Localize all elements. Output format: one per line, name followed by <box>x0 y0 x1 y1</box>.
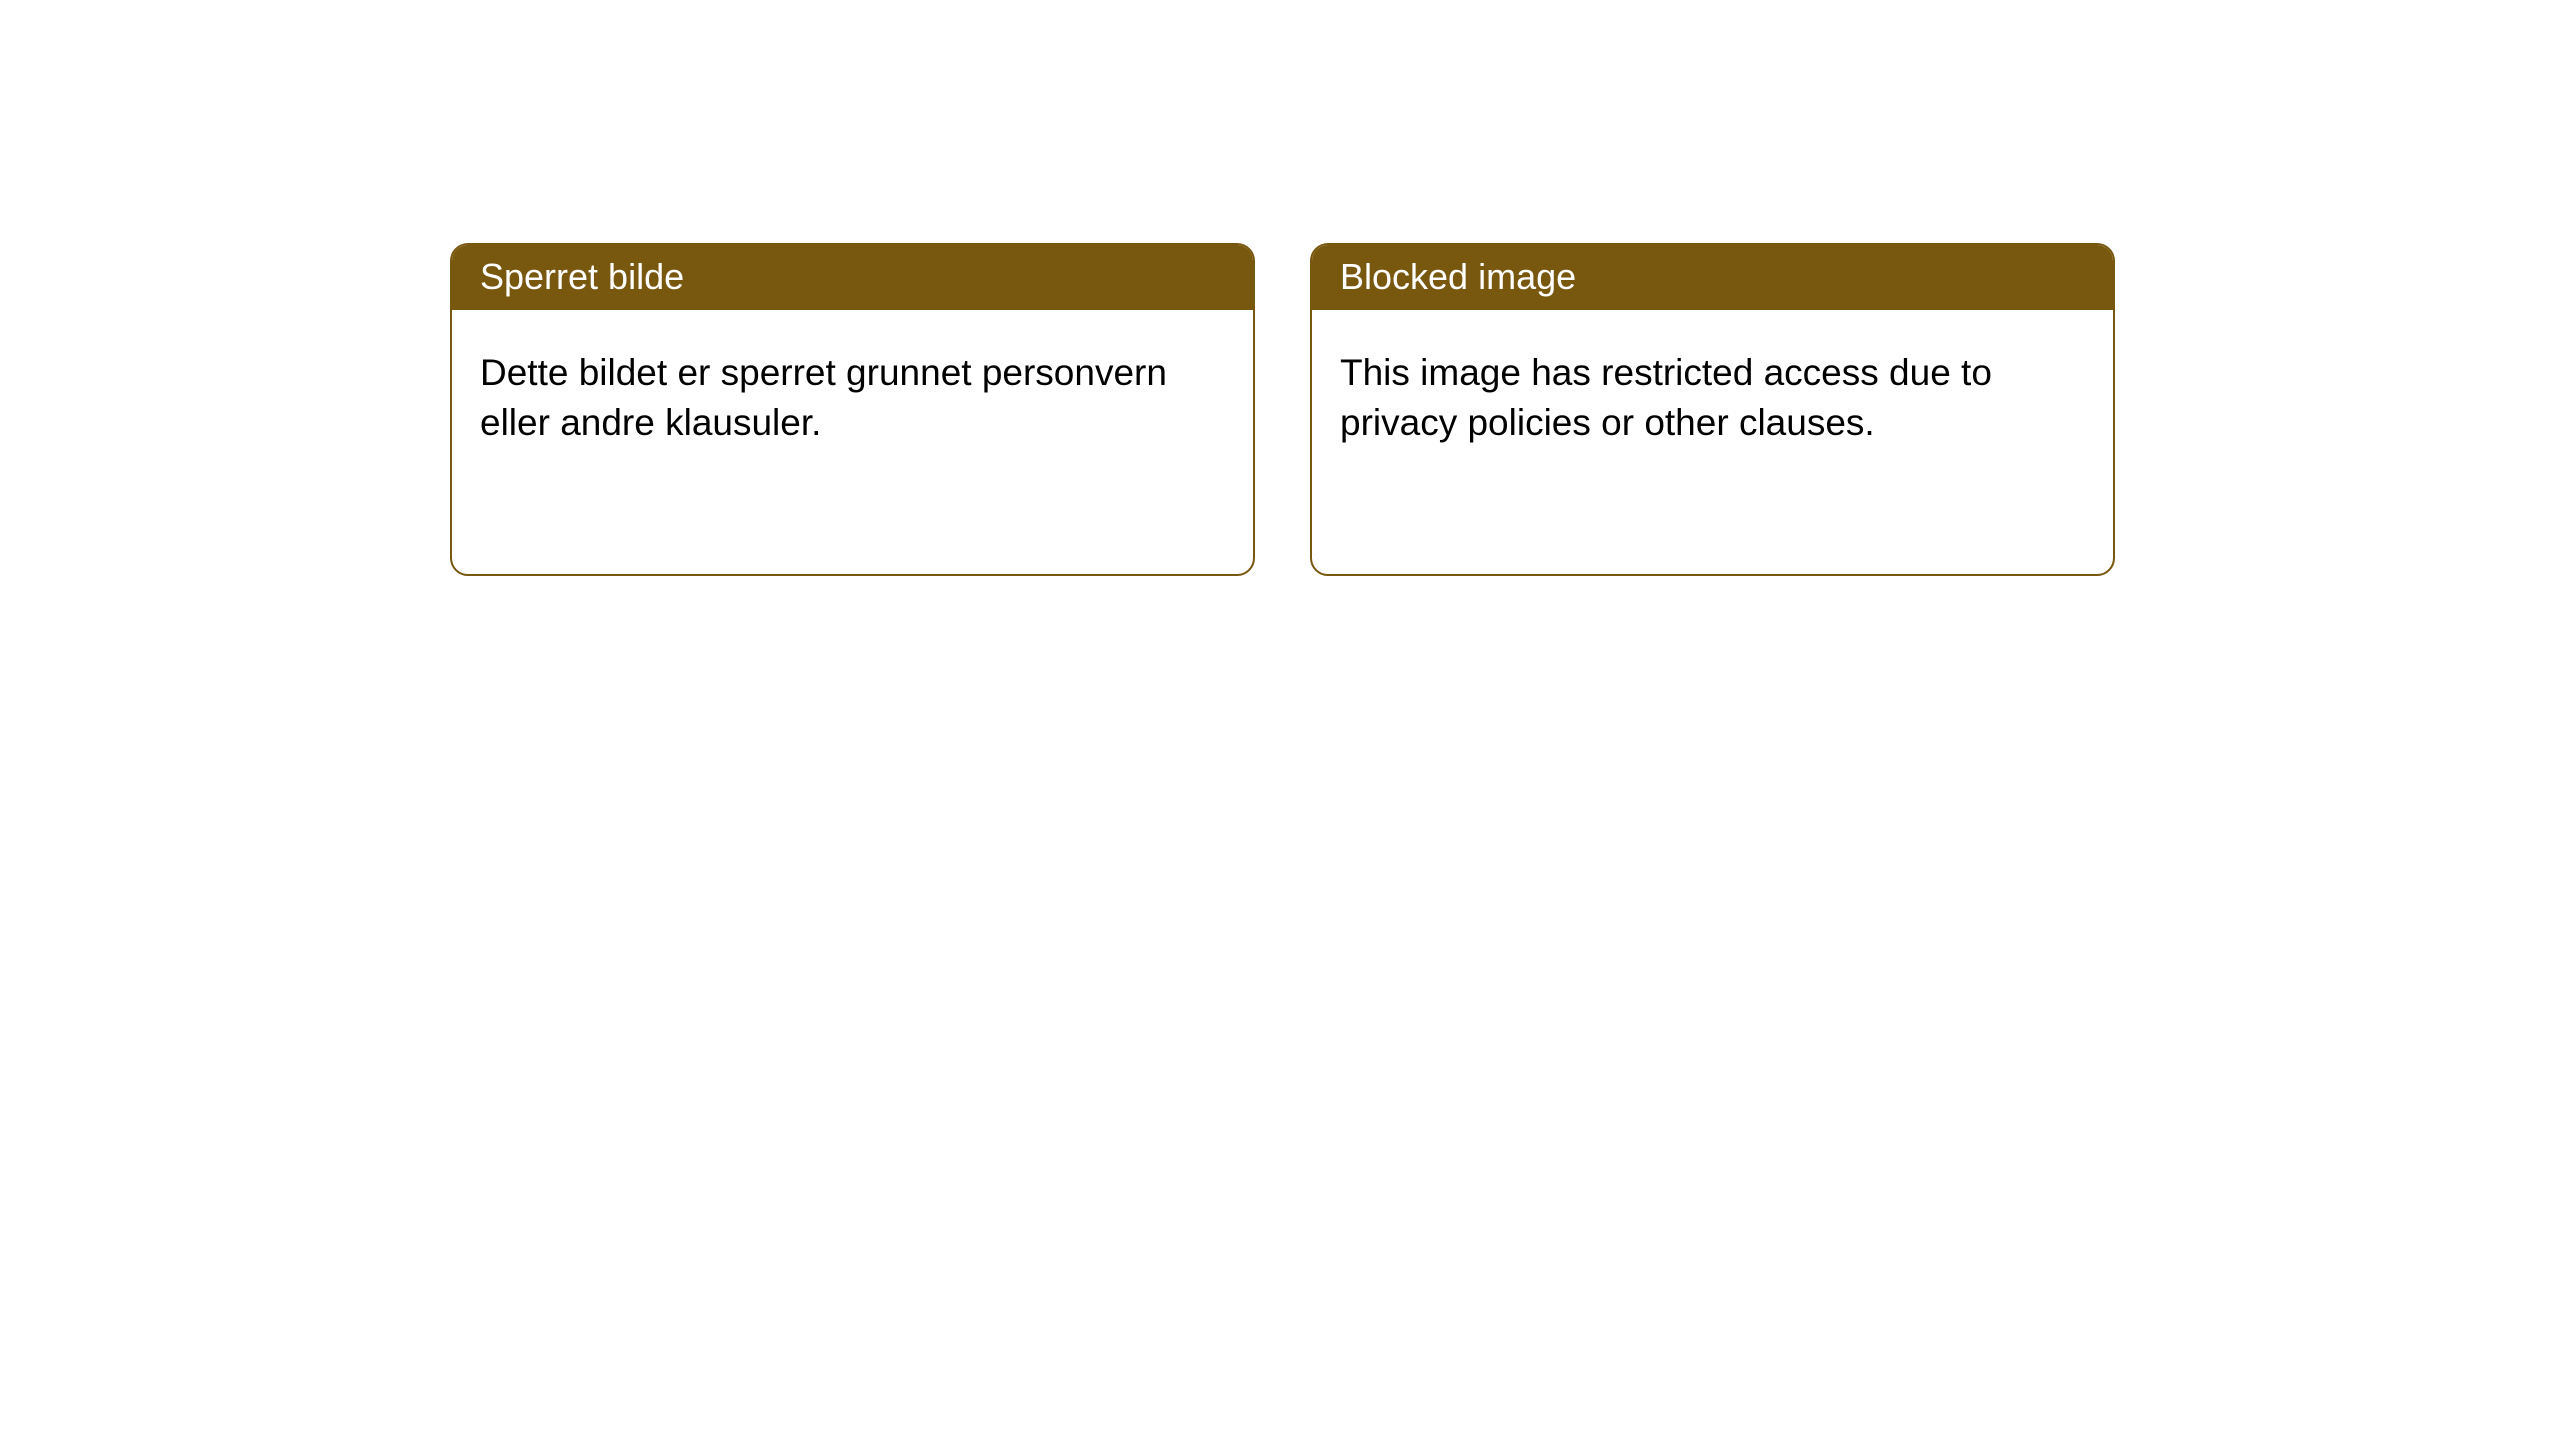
notice-title: Blocked image <box>1312 245 2113 310</box>
notice-message: This image has restricted access due to … <box>1312 310 2113 476</box>
notice-title: Sperret bilde <box>452 245 1253 310</box>
notice-card-english: Blocked image This image has restricted … <box>1310 243 2115 576</box>
notice-card-norwegian: Sperret bilde Dette bildet er sperret gr… <box>450 243 1255 576</box>
notice-message: Dette bildet er sperret grunnet personve… <box>452 310 1253 476</box>
notice-container: Sperret bilde Dette bildet er sperret gr… <box>0 0 2560 576</box>
